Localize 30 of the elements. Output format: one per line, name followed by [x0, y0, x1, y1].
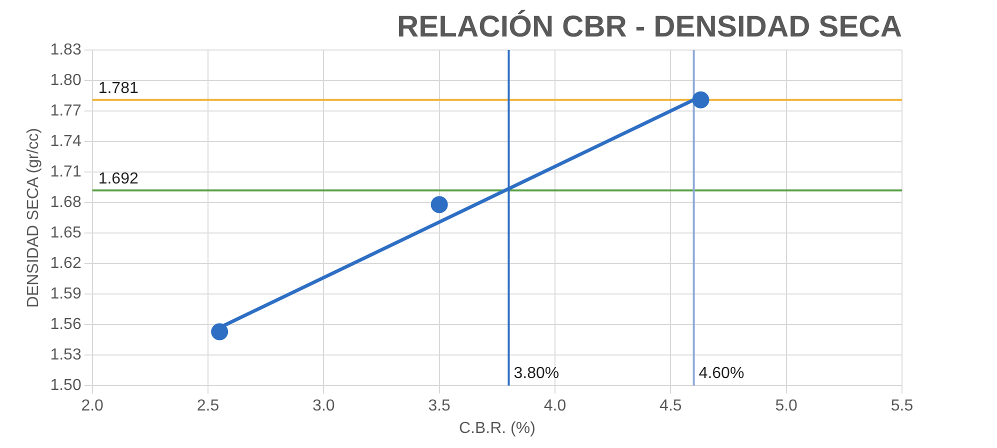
y-tick-label: 1.68	[50, 194, 82, 211]
y-axis-title: DENSIDAD SECA (gr/cc)	[25, 128, 42, 308]
y-tick-label: 1.65	[50, 224, 82, 242]
y-tick-label: 1.62	[50, 254, 82, 272]
x-tick-label: 4.5	[660, 398, 682, 415]
x-tick-label: 2.5	[196, 398, 220, 415]
y-tick-label: 1.77	[50, 102, 82, 120]
y-tick-label: 1.53	[50, 346, 82, 364]
ref-line-label: 3.80%	[514, 365, 560, 382]
point	[430, 196, 448, 214]
y-tick-label: 1.71	[50, 163, 82, 180]
point	[692, 91, 710, 108]
ref-line-label: 4.60%	[698, 365, 744, 382]
x-tick-label: 3.5	[428, 398, 451, 415]
y-tick-label: 1.83	[50, 41, 82, 58]
x-tick-label: 2.0	[81, 398, 104, 415]
ref-line-label: 1.692	[98, 170, 138, 188]
x-axis-title: C.B.R. (%)	[458, 420, 536, 437]
y-tick-label: 1.74	[50, 132, 82, 150]
ref-line-label: 1.781	[98, 80, 138, 98]
x-tick-label: 5.0	[775, 398, 798, 415]
y-tick-label: 1.59	[50, 285, 82, 302]
y-tick-label: 1.50	[50, 377, 82, 394]
x-tick-label: 4.0	[544, 398, 566, 415]
y-tick-label: 1.56	[50, 316, 82, 333]
point	[211, 323, 228, 340]
chart-title: RELACIÓN CBR - DENSIDAD SECA	[396, 9, 902, 44]
x-tick-label: 3.0	[312, 398, 335, 415]
y-tick-label: 1.80	[50, 72, 82, 89]
x-tick-label: 5.5	[890, 398, 914, 415]
